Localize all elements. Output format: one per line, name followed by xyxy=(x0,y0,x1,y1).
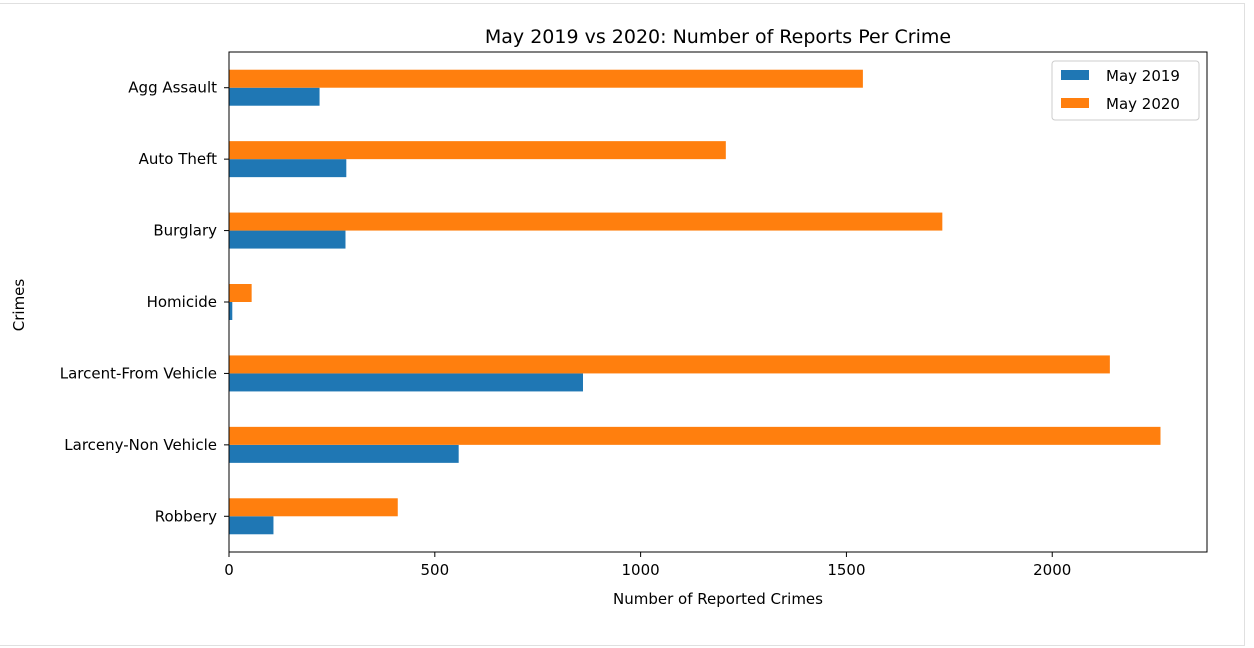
y-tick-label-robbery: Robbery xyxy=(155,507,217,525)
y-tick-label-larcent-from-vehicle: Larcent-From Vehicle xyxy=(60,364,217,382)
bar-may-2020-larcent-from-vehicle xyxy=(229,355,1110,374)
x-tick-label-0: 0 xyxy=(224,561,234,579)
bars-group xyxy=(229,69,1161,535)
bar-may-2019-robbery xyxy=(229,516,274,535)
cell-right-divider xyxy=(1244,3,1245,646)
x-axis-ticks: 0 500 1000 1500 2000 xyxy=(224,552,1071,579)
legend-label-may-2020: May 2020 xyxy=(1106,95,1180,113)
y-tick-label-burglary: Burglary xyxy=(153,222,217,240)
bar-may-2020-auto-theft xyxy=(229,141,726,160)
legend-swatch-may-2019 xyxy=(1061,70,1089,80)
bar-may-2020-agg-assault xyxy=(229,69,863,88)
y-tick-label-auto-theft: Auto Theft xyxy=(139,150,218,168)
bar-may-2020-homicide xyxy=(229,284,252,302)
legend-swatch-may-2020 xyxy=(1061,98,1089,108)
bar-may-2019-homicide xyxy=(229,302,233,320)
y-tick-label-larceny-non-vehicle: Larceny-Non Vehicle xyxy=(64,436,217,454)
plot-frame xyxy=(228,51,1208,553)
chart-title: May 2019 vs 2020: Number of Reports Per … xyxy=(485,26,951,48)
y-tick-label-homicide: Homicide xyxy=(147,293,217,311)
x-tick-label-1000: 1000 xyxy=(622,561,660,579)
x-tick-label-1500: 1500 xyxy=(827,561,865,579)
y-axis-ticks: Agg Assault Auto Theft Burglary Homicide Lar… xyxy=(60,79,229,525)
legend-label-may-2019: May 2019 xyxy=(1106,67,1180,85)
bar-may-2019-burglary xyxy=(229,230,346,249)
y-tick-label-agg-assault: Agg Assault xyxy=(128,79,217,97)
cell-top-divider xyxy=(0,3,1244,4)
bar-may-2019-larcent-from-vehicle xyxy=(229,373,583,392)
bar-may-2020-burglary xyxy=(229,212,943,231)
bar-may-2020-larceny-non-vehicle xyxy=(229,426,1161,445)
x-tick-label-500: 500 xyxy=(420,561,449,579)
y-axis-label: Crimes xyxy=(10,279,28,332)
legend: May 2019 May 2020 xyxy=(1051,60,1200,121)
x-tick-label-2000: 2000 xyxy=(1033,561,1071,579)
bar-may-2019-larceny-non-vehicle xyxy=(229,444,459,463)
bar-may-2019-auto-theft xyxy=(229,159,347,178)
bar-may-2020-robbery xyxy=(229,498,398,517)
cell-bottom-divider xyxy=(0,645,1244,646)
bar-may-2019-agg-assault xyxy=(229,87,320,106)
x-axis-label: Number of Reported Crimes xyxy=(613,590,823,608)
